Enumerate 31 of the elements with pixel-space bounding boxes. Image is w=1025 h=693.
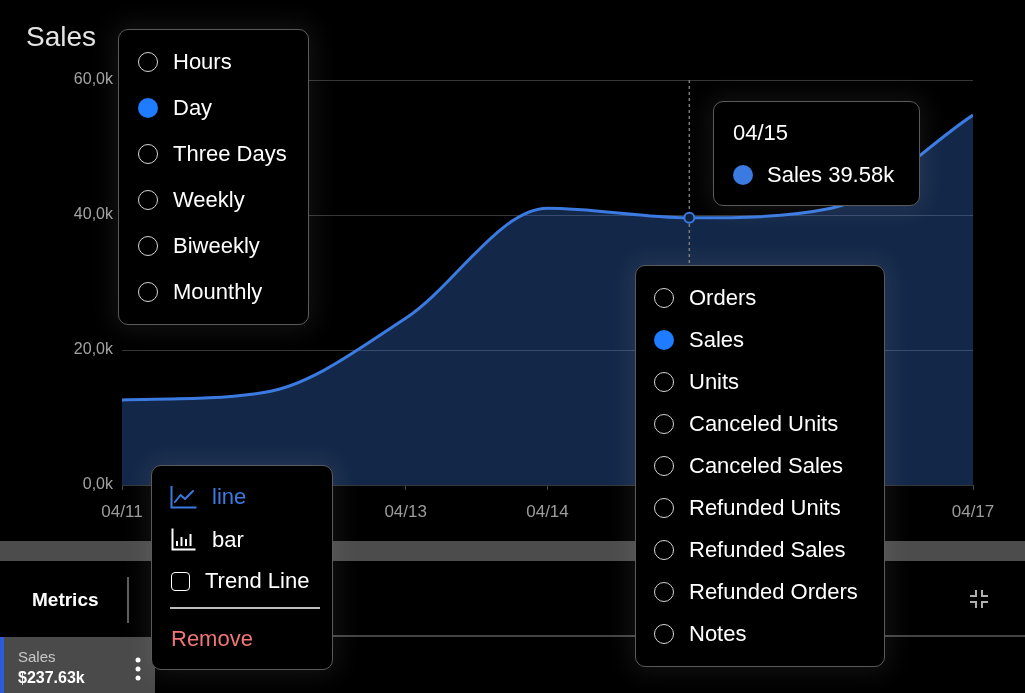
annotation: Biweekly [173,232,260,260]
chart-title: Sales [26,21,97,53]
annotation: Canceled Sales [689,452,844,480]
metric-card: Sales $237.63k [0,637,155,693]
y-tick-label: 0,0k [82,475,114,493]
annotation: Sales 39.58k [767,161,895,189]
annotation: line [212,483,247,511]
annotation: Three Days [173,140,287,168]
text: Refunded Orders [689,579,858,604]
x-tick-label: 04/14 [526,501,569,521]
text: Refunded Sales [689,537,846,562]
annotation: Canceled Units [689,410,839,438]
y-tick-label: 40,0k [73,205,114,223]
text: Hours [173,49,232,74]
annotation: Orders [689,284,757,312]
annotation: Units [689,368,740,396]
x-tick-label: 04/13 [384,501,427,521]
x-tick-label: 04/17 [951,501,995,521]
y-tick-label: 20,0k [73,340,114,358]
x-tick-label: 04/11 [101,501,143,521]
text: Notes [689,621,747,646]
annotation: Mounthly [173,278,263,306]
text: Metrics [32,589,99,611]
annotation: Sales [689,326,745,354]
tooltip: 04/15 Sales 39.58k [713,101,920,206]
text: Refunded Units [689,495,841,520]
annotation: Weekly [173,186,245,214]
annotation: 04/15 [733,119,789,147]
dropdown-menu: line bar Trend Line Remove [151,465,333,670]
y-tick-label: 60,0k [73,70,114,88]
annotation: Day [173,94,213,122]
